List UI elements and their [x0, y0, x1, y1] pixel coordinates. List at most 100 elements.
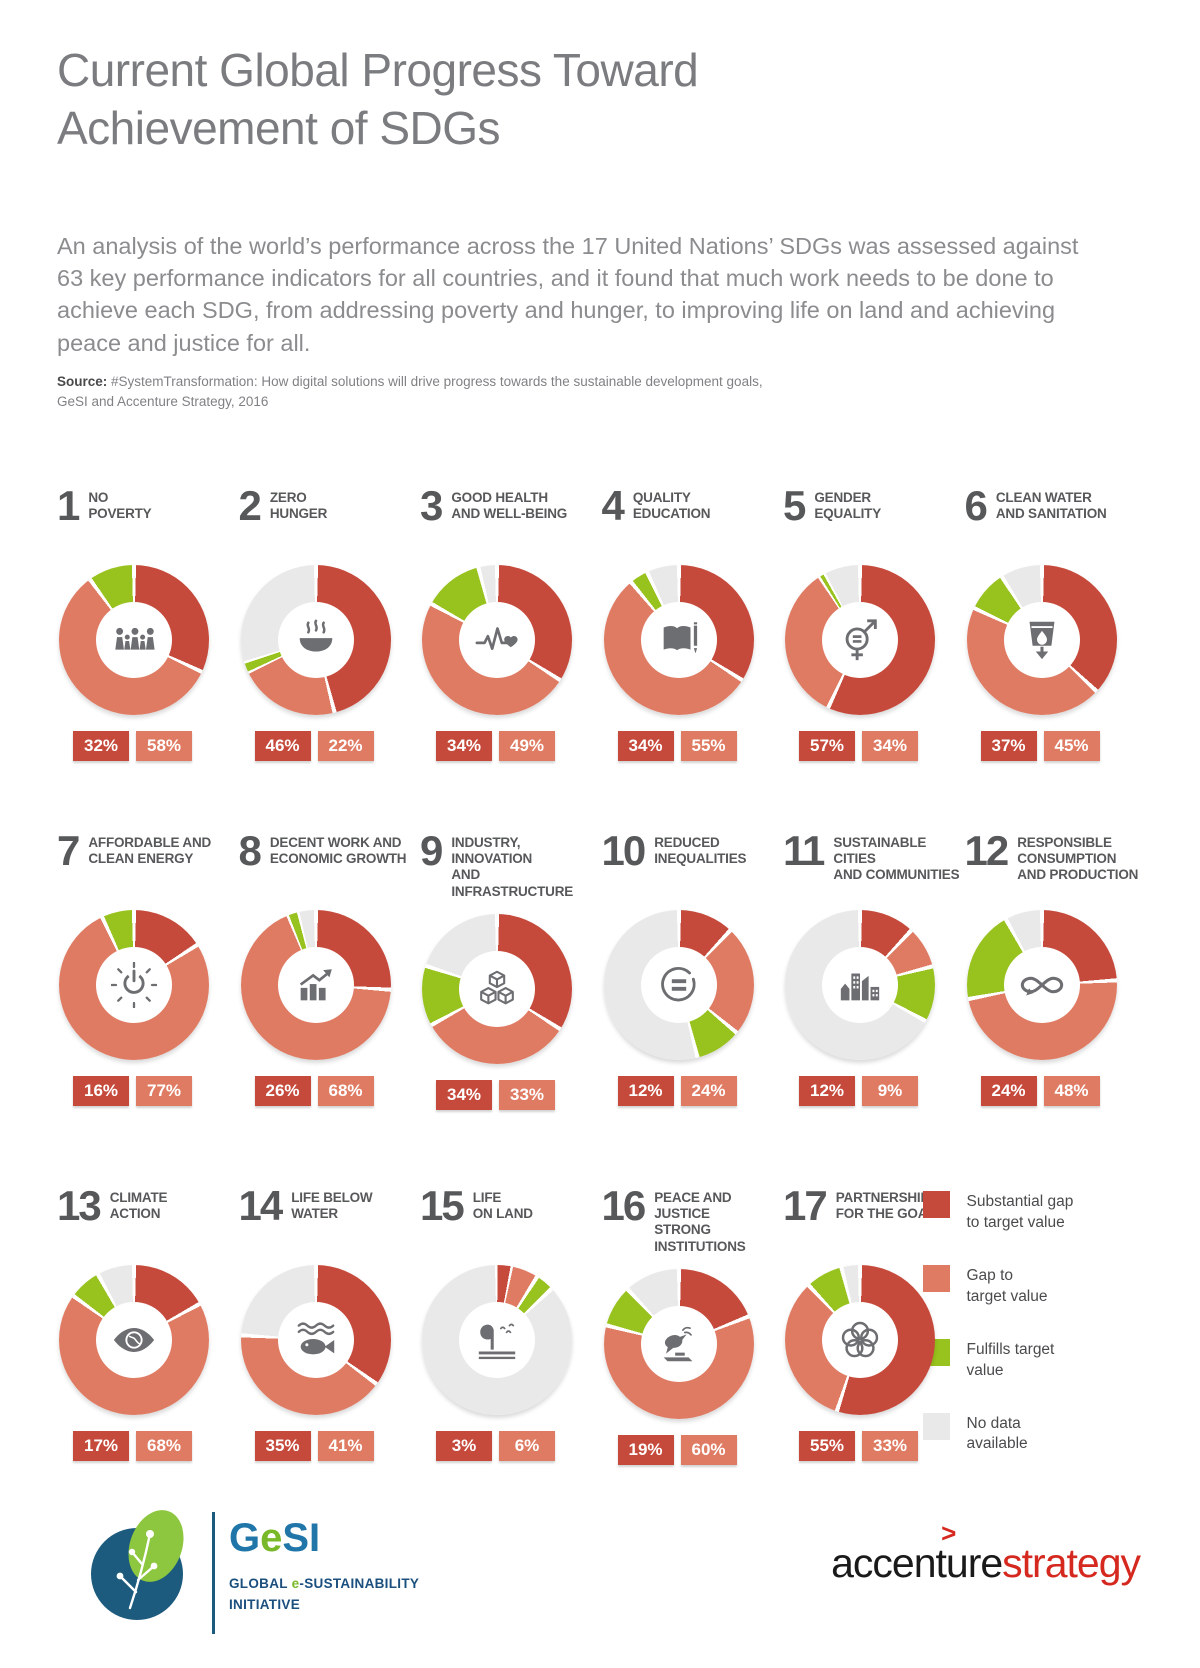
sdg-donut-chart [966, 910, 1117, 1060]
growth-chart-icon [293, 962, 339, 1008]
gesi-name: GeSI [229, 1516, 321, 1560]
donut-hole [1003, 602, 1080, 678]
legend-item-substantial-gap: Substantial gap to target value [922, 1191, 1193, 1234]
power-icon [111, 962, 157, 1008]
sdg-donut-chart [240, 1265, 391, 1415]
sdg-goal-13: 13 CLIMATE ACTION 17% 68% [57, 1185, 239, 1486]
sdg-donut-chart [240, 565, 391, 715]
sdg-value-badges: 17% 68% [73, 1431, 239, 1461]
sdg-goal-12: 12 RESPONSIBLE CONSUMPTION AND PRODUCTIO… [965, 830, 1147, 1110]
donut-hole [459, 602, 535, 678]
gap-to-target-value: 33% [499, 1079, 555, 1110]
sdg-goal-16: 16 PEACE AND JUSTICE STRONG INSTITUTIONS… [602, 1185, 784, 1486]
gap-to-target-value: 34% [862, 731, 918, 761]
substantial-gap-value: 34% [617, 731, 674, 761]
sdg-title: REDUCED INEQUALITIES [654, 835, 747, 867]
donut-hole [459, 1302, 535, 1378]
sdg-number: 6 [964, 482, 988, 529]
sdg-value-badges: 26% 68% [254, 1076, 421, 1106]
legend-item-gap: Gap to target value [922, 1264, 1193, 1308]
sdg-donut-chart [422, 913, 572, 1064]
substantial-gap-value: 3% [436, 1431, 492, 1461]
gap-to-target-value: 55% [680, 731, 737, 761]
sdg-goal-header: 6 CLEAN WATER AND SANITATION [964, 482, 1147, 551]
sdg-goal-header: 5 GENDER EQUALITY [783, 485, 965, 551]
donut-hole [96, 602, 172, 678]
gesi-subtitle: GLOBAL e-SUSTAINABILITY INITIATIVE [229, 1576, 420, 1612]
sdg-title: CLEAN WATER AND SANITATION [995, 490, 1107, 522]
heartbeat-icon [474, 617, 520, 663]
donut-hole [96, 1302, 172, 1378]
sdg-goal-15: 15 LIFE ON LAND 3% 6% [420, 1185, 602, 1486]
sdg-goal-header: 1 NO POVERTY [57, 482, 239, 551]
sdg-title: AFFORDABLE AND CLEAN ENERGY [88, 835, 212, 867]
city-icon [837, 962, 883, 1008]
substantial-gap-value: 32% [73, 731, 129, 761]
gap-to-target-value: 22% [317, 731, 374, 761]
sdg-donut-chart [603, 1268, 754, 1419]
sdg-goal-header: 16 PEACE AND JUSTICE STRONG INSTITUTIONS [602, 1185, 784, 1255]
sdg-value-badges: 16% 77% [73, 1076, 239, 1106]
legend-label: Gap to target value [966, 1266, 1048, 1305]
sdg-title: PARTNERSHIPS FOR THE GOALS [835, 1190, 945, 1222]
circles-icon [837, 1317, 883, 1363]
sdg-donut-chart [422, 1265, 572, 1415]
sdg-donut-chart [59, 1265, 209, 1415]
sdg-value-badges: 24% 48% [980, 1076, 1147, 1106]
accenture-wordmark: accenture [831, 1540, 1003, 1586]
donut-hole [96, 947, 172, 1023]
sdg-donut-chart [785, 1265, 935, 1415]
sdg-goal-3: 3 GOOD HEALTH AND WELL-BEING 34% 49% [420, 485, 602, 761]
sdg-goal-8: 8 DECENT WORK AND ECONOMIC GROWTH 26% 68… [238, 827, 421, 1110]
cubes-icon [474, 966, 520, 1012]
gap-to-target-value: 68% [317, 1076, 374, 1106]
sdg-goal-1: 1 NO POVERTY 32% 58% [57, 482, 239, 761]
sdg-goal-header: 10 REDUCED INEQUALITIES [602, 830, 784, 896]
sdg-number: 8 [238, 827, 262, 874]
gap-to-target-value: 9% [862, 1076, 918, 1106]
donut-hole [1003, 947, 1080, 1023]
donut-hole [640, 947, 717, 1023]
donut-hole [640, 602, 717, 678]
sdg-row-3: 13 CLIMATE ACTION 17% 68% 14 LIFE BELOW … [57, 1182, 1157, 1486]
legend-swatch-no-data [922, 1412, 950, 1440]
substantial-gap-value: 16% [73, 1076, 129, 1106]
sdg-number: 14 [238, 1182, 284, 1229]
sdg-title: RESPONSIBLE CONSUMPTION AND PRODUCTION [1017, 835, 1139, 883]
substantial-gap-value: 55% [799, 1431, 855, 1461]
gap-to-target-value: 45% [1043, 731, 1100, 761]
substantial-gap-value: 19% [617, 1434, 674, 1465]
gap-to-target-value: 58% [136, 731, 192, 761]
substantial-gap-value: 12% [799, 1076, 855, 1106]
substantial-gap-value: 24% [980, 1076, 1037, 1106]
gap-to-target-value: 77% [136, 1076, 192, 1106]
sdg-goal-header: 11 SUSTAINABLE CITIES AND COMMUNITIES [783, 830, 965, 896]
sdg-goal-header: 9 INDUSTRY, INNOVATION AND INFRASTRUCTUR… [420, 830, 602, 900]
sdg-number: 1 [57, 482, 80, 529]
sdg-row-1: 1 NO POVERTY 32% 58% 2 ZERO HUNGER 46% 2… [57, 482, 1157, 761]
sdg-title: QUALITY EDUCATION [632, 490, 711, 522]
sdg-goal-11: 11 SUSTAINABLE CITIES AND COMMUNITIES 12… [783, 830, 965, 1110]
sdg-goal-header: 4 QUALITY EDUCATION [602, 485, 784, 551]
fish-icon [293, 1317, 339, 1363]
infinity-icon [1019, 962, 1065, 1008]
sdg-goal-header: 2 ZERO HUNGER [239, 485, 421, 551]
sdg-value-badges: 34% 49% [436, 731, 602, 761]
sdg-value-badges: 46% 22% [254, 731, 421, 761]
donut-hole [822, 1302, 898, 1378]
gap-to-target-value: 49% [499, 731, 555, 761]
sdg-donut-chart [422, 565, 572, 715]
accenture-strategy-logo: > accenturestrategy [831, 1518, 1141, 1587]
sdg-goal-17: 17 PARTNERSHIPS FOR THE GOALS 55% 33% [783, 1185, 965, 1486]
sdg-title: GENDER EQUALITY [814, 490, 882, 522]
sdg-value-badges: 57% 34% [799, 731, 965, 761]
sdg-goal-header: 8 DECENT WORK AND ECONOMIC GROWTH [238, 827, 421, 896]
substantial-gap-value: 35% [254, 1431, 311, 1461]
accenture-caret-icon: > [941, 1518, 957, 1548]
sdg-title: DECENT WORK AND ECONOMIC GROWTH [269, 835, 407, 867]
gap-to-target-value: 24% [680, 1076, 737, 1106]
sdg-goal-header: 14 LIFE BELOW WATER [238, 1182, 421, 1251]
legend-item-fulfills: Fulfills target value [922, 1338, 1193, 1382]
sdg-title: CLIMATE ACTION [109, 1190, 168, 1222]
donut-hole [459, 950, 535, 1027]
